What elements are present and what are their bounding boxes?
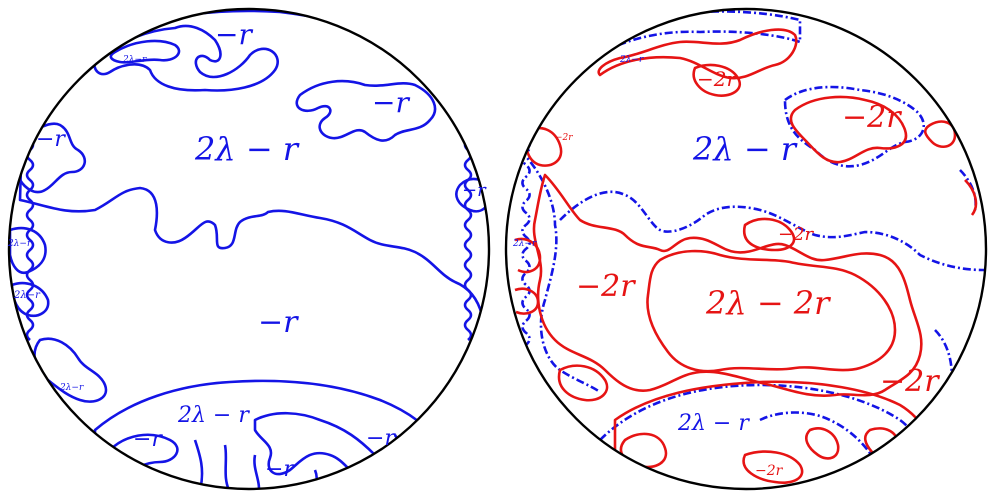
left-contour-main [18, 9, 489, 332]
left-label-bottom-right-minus-r: −r [366, 426, 396, 451]
left-label-bottom-2lambda: 2λ − r [177, 403, 250, 428]
left-label-bottom-left-minus-r: −r [133, 427, 163, 452]
right-panel: −2r −2r −2r 2λ − 2r −2r −2r −2r −2r 2λ −… [504, 7, 988, 491]
right-blue-top [588, 10, 802, 62]
right-label-bottom-minus-2r: −2r [755, 463, 784, 479]
right-label-left-minus-2r: −2r [576, 269, 636, 304]
left-contour-top-inner [109, 39, 181, 64]
left-label-upper-right-minus-r: −r [372, 86, 410, 119]
left-label-small-top-2lambda: 2λ−r [122, 55, 147, 65]
right-blue-left-edge [519, 149, 601, 394]
left-label-left-upper-minus-r: −r [36, 127, 66, 152]
left-contour-left-mid [9, 226, 47, 275]
right-red-right-small [923, 120, 957, 149]
right-label-upper-right-minus-2r: −2r [842, 100, 902, 135]
right-label-right-minus-2r: −2r [880, 364, 940, 399]
left-label-main-2lambda: 2λ − r [194, 130, 300, 168]
left-contour-left-upper [18, 122, 87, 194]
right-blue-bottom-inner [759, 411, 883, 487]
right-label-mid-minus-2r: −2r [778, 224, 815, 245]
left-panel: −r −r −r 2λ − r −r −r 2λ − r −r −r −r 2λ… [7, 7, 491, 491]
right-red-bottom-blobs [619, 427, 900, 484]
right-label-blue-2lambda-r: 2λ − r [692, 130, 798, 168]
right-red-inner-band [742, 217, 796, 252]
right-blue-right-edge [934, 169, 977, 396]
right-red-top [597, 28, 798, 80]
left-contour-edge-wiggles [25, 139, 473, 341]
right-blue-band [559, 190, 986, 272]
left-label-small-left2-2lambda: 2λ−r [13, 290, 41, 301]
left-label-small-left1-2lambda: 2λ−r [7, 239, 32, 249]
left-label-right-minus-r: −r [462, 180, 487, 201]
right-red-main [532, 173, 923, 397]
left-disk-outline [7, 7, 491, 491]
right-label-center-2lambda-2r: 2λ − 2r [705, 284, 831, 322]
right-red-upper-right [789, 95, 908, 164]
right-label-top-minus-2r: −2r [697, 67, 737, 91]
left-contour-upper-right [295, 79, 437, 142]
left-label-bottom-center-minus-r: −r [265, 457, 295, 482]
right-red-lower-left [557, 364, 609, 402]
right-red-center [646, 249, 897, 373]
right-red-left-edge [514, 237, 542, 315]
right-red-right-edge [958, 179, 978, 421]
left-contour-top [93, 24, 279, 92]
right-blue-edge-ring [521, 138, 531, 357]
right-disk-outline [504, 7, 988, 491]
right-label-bottom-2lambda-r: 2λ − r [677, 411, 750, 436]
left-label-small-bottom-left-2lambda: 2λ−r [59, 383, 84, 393]
right-label-small-left-2lambda: 2λ−r [512, 239, 537, 249]
right-red-top-inner [692, 63, 741, 97]
left-label-center-minus-r: −r [258, 305, 299, 340]
left-label-top-minus-r: −r [215, 18, 253, 51]
right-label-small-top-2lambda: 2λ−r [619, 55, 644, 65]
right-label-small-tiny-minus-2r: −2r [555, 133, 573, 143]
